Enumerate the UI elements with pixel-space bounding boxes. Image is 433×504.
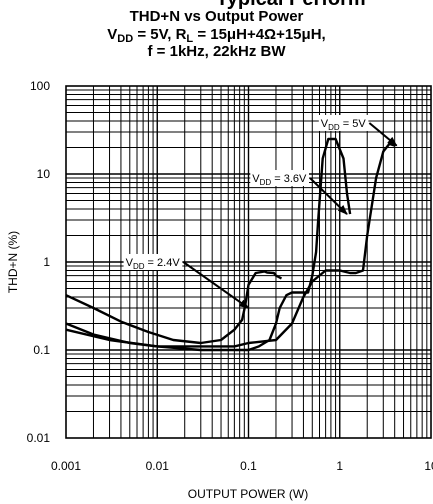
subtitle-rl-sub: L [186, 33, 194, 45]
chart-subtitle-line1: VDD = 5V, RL = 15μH+4Ω+15μH, [0, 26, 433, 45]
series-label-1: VDD = 2.4V [126, 257, 181, 271]
x-tick-label: 10 [424, 459, 433, 473]
subtitle-vdd: V [107, 26, 118, 43]
series-arrow-2 [309, 177, 348, 215]
series-group [65, 137, 396, 352]
series-labels: VDD = 2.4V VDD = 3.6V VDD = 5V [123, 114, 398, 309]
series-label-2: VDD = 3.6V [252, 173, 307, 187]
header: Typical Perform [0, 0, 433, 75]
series-label-3: VDD = 5V [321, 118, 367, 132]
x-tick-label: 0.001 [51, 459, 81, 473]
series-annotation-3: VDD = 5V [318, 114, 398, 147]
x-tick-label: 0.01 [146, 459, 170, 473]
y-tick-label: 0.1 [33, 343, 50, 357]
series-label-bg [123, 254, 183, 270]
section-title: Typical Perform [216, 0, 366, 11]
series-annotation-2: VDD = 3.6V [250, 170, 348, 215]
series-label-bg [318, 114, 369, 131]
series-annotation-1: VDD = 2.4V [123, 254, 250, 309]
chart-title: THD+N vs Output Power [129, 8, 304, 25]
series-arrow-1 [182, 261, 250, 309]
series-line-2 [65, 137, 352, 352]
x-axis-label: OUTPUT POWER (W) [188, 487, 308, 501]
y-tick-label: 1 [43, 255, 50, 269]
grid [65, 85, 432, 439]
y-tick-label: 10 [37, 167, 51, 181]
subtitle-rl: = 5V, R [133, 26, 187, 43]
series-arrow-3 [368, 122, 398, 147]
chart-subtitle-line2: f = 1kHz, 22kHz BW [147, 43, 286, 60]
y-tick-label: 100 [30, 79, 50, 93]
x-tick-label: 1 [336, 459, 343, 473]
series-line-1 [65, 270, 283, 345]
series-label-bg [250, 170, 310, 187]
subtitle-vdd-sub: DD [117, 33, 134, 45]
series-line-3 [65, 142, 396, 348]
x-tick-label: 0.1 [240, 459, 257, 473]
subtitle-load: = 15μH+4Ω+15μH, [193, 26, 326, 43]
y-tick-label: 0.01 [27, 431, 51, 445]
y-axis-label: THD+N (%) [6, 231, 20, 293]
